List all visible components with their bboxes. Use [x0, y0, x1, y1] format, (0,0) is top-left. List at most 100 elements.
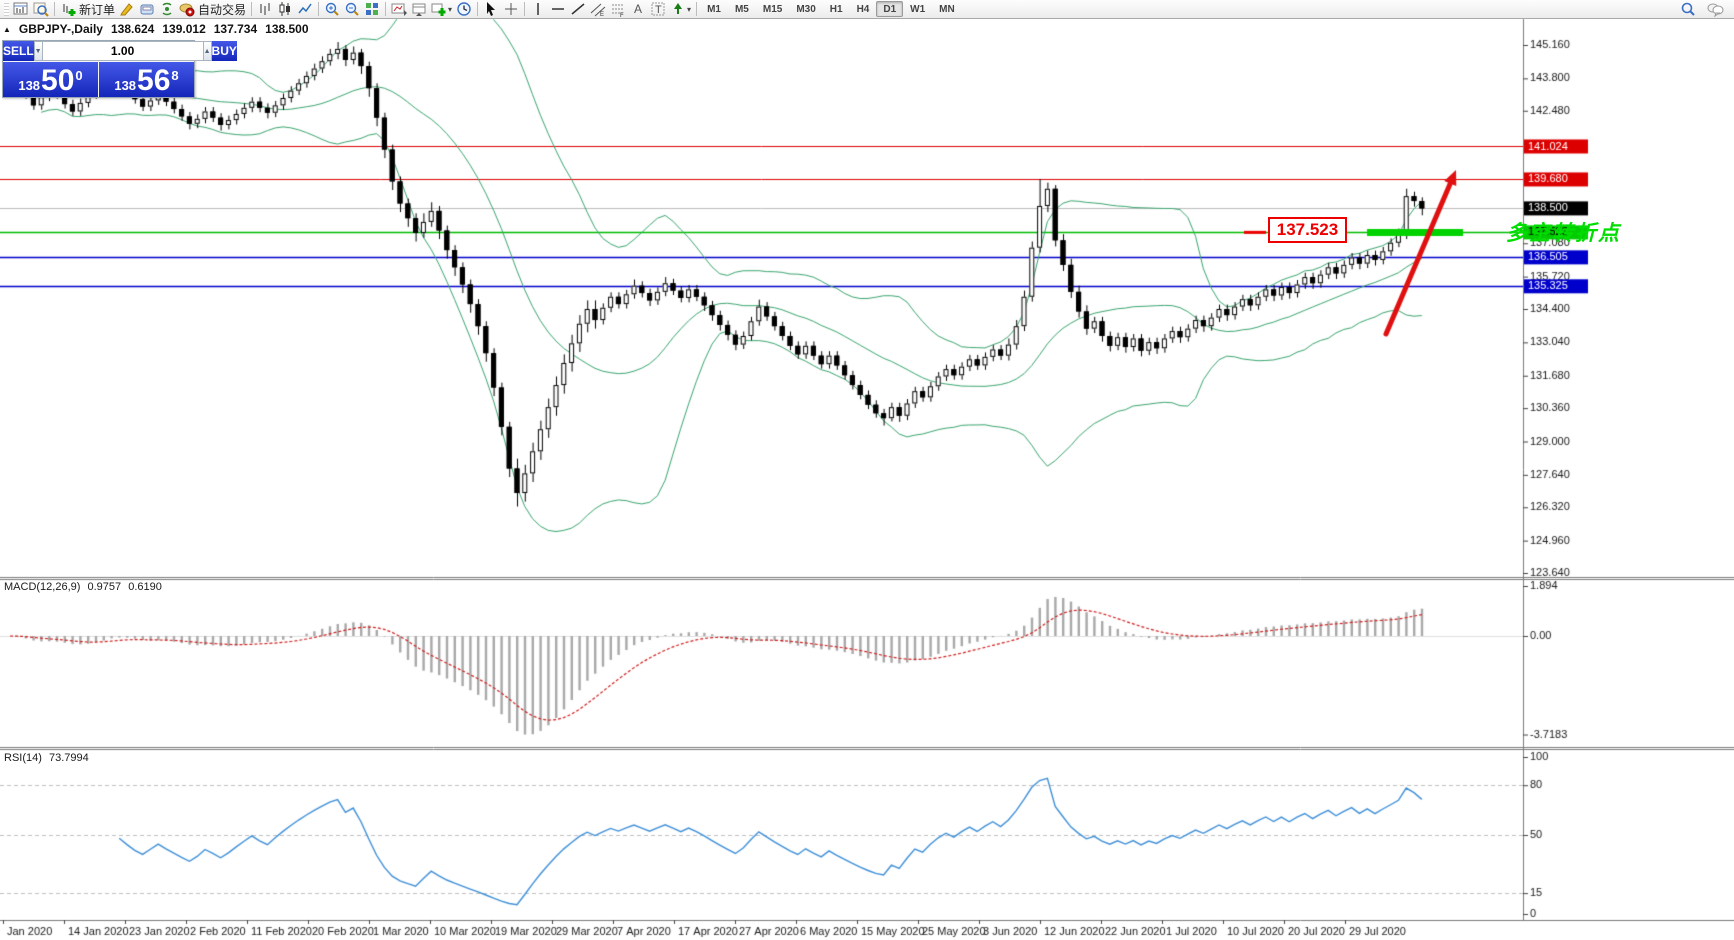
vertical-line-icon — [530, 1, 546, 17]
sell-price[interactable]: 138 50 0 — [3, 62, 98, 97]
timeframe-m30-button[interactable]: M30 — [796, 3, 816, 15]
search-icon — [1680, 1, 1696, 17]
buy-price-sup: 8 — [171, 68, 179, 83]
profiles-button[interactable] — [31, 1, 51, 18]
timeframe-m5-button[interactable]: M5 — [734, 3, 749, 15]
zoom-in-button[interactable] — [322, 1, 342, 18]
crosshair-tool-button[interactable] — [501, 1, 521, 18]
profiles-search-icon — [33, 1, 49, 17]
autotrading-button[interactable]: 自动交易 — [177, 1, 248, 18]
timeframe-w1-button[interactable]: W1 — [910, 3, 926, 15]
zoom-out-icon — [344, 1, 360, 17]
macd-label: MACD(12,26,9) — [4, 581, 81, 593]
buy-price[interactable]: 138 56 8 — [99, 62, 194, 97]
cursor-icon — [483, 1, 499, 17]
main-toolbar: 新订单 自动交易 — [0, 0, 1734, 19]
timeframe-m1-button[interactable]: M1 — [707, 3, 721, 15]
buy-price-base: 138 — [114, 78, 137, 93]
macd-value-signal: 0.6190 — [128, 581, 162, 593]
ohlc-close: 138.500 — [265, 22, 309, 36]
terminal-button[interactable] — [137, 1, 157, 18]
chevron-down-icon: ▼ — [34, 47, 42, 55]
svg-text:A: A — [634, 2, 642, 16]
text-tool-button[interactable]: A — [628, 1, 648, 18]
sell-button[interactable]: SELL — [3, 41, 34, 61]
chevron-up-icon: ▲ — [203, 47, 211, 55]
equidistant-channel-icon: E — [590, 1, 606, 17]
pivot-callout-text[interactable]: 多空转折点 — [1506, 222, 1621, 245]
arrows-tool-button[interactable]: ▾ — [668, 1, 693, 18]
timeframe-d1-button[interactable]: D1 — [876, 1, 904, 17]
collapse-panel-icon[interactable]: ▲ — [3, 24, 11, 34]
text-icon: A — [630, 1, 646, 17]
rsi-value: 73.7994 — [48, 752, 89, 764]
timeframe-mn-button[interactable]: MN — [939, 3, 955, 15]
autotrading-label: 自动交易 — [198, 2, 247, 17]
rsi-pane-separator[interactable] — [0, 746, 1734, 750]
sell-price-sup: 0 — [75, 68, 83, 83]
buy-button[interactable]: BUY — [211, 41, 237, 61]
candle-chart-type-button[interactable] — [275, 1, 295, 18]
new-order-button[interactable]: 新订单 — [58, 1, 117, 18]
ohlc-high: 139.012 — [162, 22, 206, 36]
autotrading-icon — [179, 1, 195, 17]
new-chart-icon — [13, 1, 29, 17]
volume-decrease-button[interactable]: ▼ — [33, 41, 43, 61]
metaeditor-button[interactable] — [117, 1, 137, 18]
volume-input[interactable] — [42, 41, 203, 61]
vertical-line-tool-button[interactable] — [528, 1, 548, 18]
market-broadcast-button[interactable] — [157, 1, 177, 18]
indicators-window-button[interactable] — [389, 1, 409, 18]
toolbar-grip[interactable] — [4, 2, 9, 16]
svg-text:T: T — [655, 4, 662, 16]
rsi-label-row: RSI(14) 73.7994 — [4, 752, 93, 764]
new-chart-button[interactable] — [11, 1, 31, 18]
symbol-title: GBPJPY-,Daily — [18, 22, 103, 36]
macd-pane-separator[interactable] — [0, 576, 1734, 580]
add-indicator-button[interactable]: ▾ — [429, 1, 454, 18]
sell-price-base: 138 — [18, 78, 41, 93]
trend-line-icon — [570, 1, 586, 17]
arrows-icon — [670, 1, 686, 17]
chat-button[interactable] — [1704, 1, 1726, 18]
equidistant-channel-tool-button[interactable]: E — [588, 1, 608, 18]
text-label-tool-button[interactable]: T — [648, 1, 668, 18]
arrows-caret-icon: ▾ — [687, 4, 692, 14]
price-annotation-box[interactable]: 137.523 — [1268, 217, 1347, 243]
new-order-icon — [60, 1, 76, 17]
timeframe-m15-button[interactable]: M15 — [762, 3, 783, 15]
macd-value-main: 0.9757 — [87, 581, 122, 593]
volume-increase-button[interactable]: ▲ — [202, 41, 212, 61]
fibonacci-tool-button[interactable]: F — [608, 1, 628, 18]
tile-windows-button[interactable] — [362, 1, 382, 18]
market-broadcast-icon — [159, 1, 175, 17]
sell-price-big: 50 — [41, 64, 75, 97]
data-window-button[interactable] — [409, 1, 429, 18]
timeframe-h1-button[interactable]: H1 — [829, 3, 843, 15]
cursor-tool-button[interactable] — [481, 1, 501, 18]
zoom-in-icon — [324, 1, 340, 17]
bar-chart-icon — [257, 1, 273, 17]
period-button[interactable] — [454, 1, 474, 18]
symbol-info-bar: ▲ GBPJPY-,Daily 138.624 139.012 137.734 … — [3, 22, 309, 36]
search-button[interactable] — [1678, 1, 1698, 18]
svg-text:E: E — [600, 12, 604, 17]
trend-line-tool-button[interactable] — [568, 1, 588, 18]
timeframe-h4-button[interactable]: H4 — [856, 3, 870, 15]
metaeditor-icon — [119, 1, 135, 17]
fibonacci-icon: F — [610, 1, 626, 17]
horizontal-line-tool-button[interactable] — [548, 1, 568, 18]
indicators-window-icon — [391, 1, 408, 17]
candle-chart-icon — [277, 1, 293, 17]
one-click-trade-panel: SELL ▼ ▲ BUY 138 50 0 138 56 8 — [2, 40, 237, 98]
text-label-icon: T — [650, 1, 666, 17]
data-window-icon — [411, 1, 427, 17]
add-indicator-icon — [431, 1, 447, 17]
zoom-out-button[interactable] — [342, 1, 362, 18]
rsi-label: RSI(14) — [4, 752, 42, 764]
bar-chart-type-button[interactable] — [255, 1, 275, 18]
add-indicator-caret-icon: ▾ — [448, 4, 453, 14]
macd-label-row: MACD(12,26,9) 0.9757 0.6190 — [4, 581, 166, 593]
line-chart-type-button[interactable] — [295, 1, 315, 18]
